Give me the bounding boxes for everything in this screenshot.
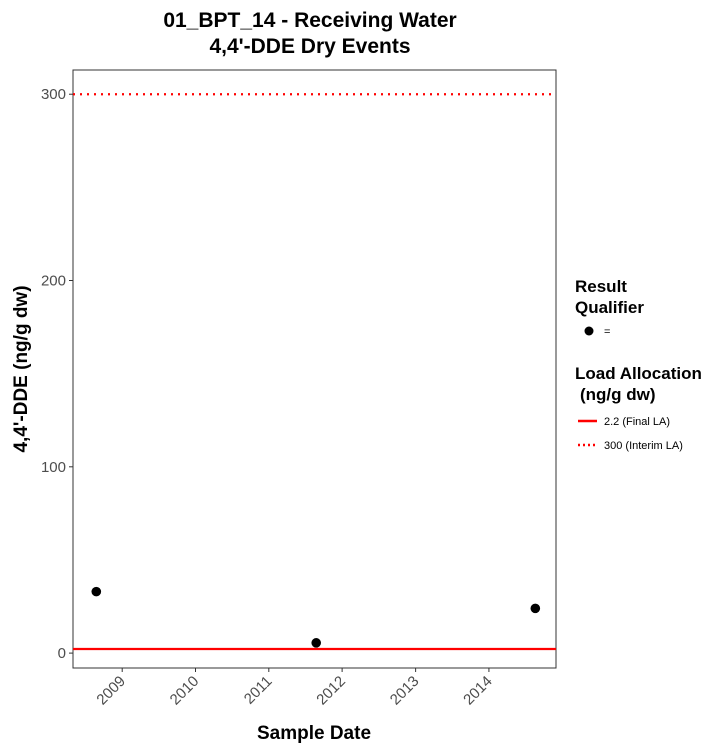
legend-allocation-title-1: Load Allocation	[575, 364, 702, 383]
chart-title-line-2: 4,4'-DDE Dry Events	[209, 35, 410, 58]
data-point-1	[91, 586, 102, 597]
x-tick-label: 2014	[460, 673, 496, 709]
data-point-2	[311, 638, 322, 648]
legend-point-label: =	[604, 326, 610, 338]
legend-point-key	[584, 326, 594, 336]
legend-qualifier-title-2: Qualifier	[575, 298, 644, 317]
legend-interim-la-label: 300 (Interim LA)	[604, 440, 683, 452]
x-tick-label: 2010	[167, 673, 203, 709]
data-points	[91, 586, 541, 648]
x-tick-label: 2009	[93, 673, 129, 709]
y-tick-label: 300	[41, 86, 66, 103]
data-point-3	[530, 603, 541, 614]
y-tick-label: 200	[41, 273, 66, 290]
y-tick-label: 100	[41, 459, 66, 476]
x-axis-title: Sample Date	[257, 723, 371, 744]
plot-panel	[72, 69, 557, 669]
y-tick-label: 0	[58, 645, 66, 662]
x-tick-label: 2013	[387, 673, 423, 709]
reference-lines	[73, 93, 556, 651]
legend-allocation-title-2: (ng/g dw)	[580, 385, 656, 404]
x-tick-label: 2012	[313, 673, 349, 709]
y-axis-ticks: 0 100 200 300	[41, 86, 73, 662]
x-axis-ticks: 2009 2010 2011 2012 2013 2014	[93, 668, 496, 709]
legend-final-la-label: 2.2 (Final LA)	[604, 416, 670, 428]
legend-qualifier-title-1: Result	[575, 277, 627, 296]
x-tick-label: 2011	[241, 673, 276, 708]
chart-title-line-1: 01_BPT_14 - Receiving Water	[163, 9, 456, 32]
legend: Result Qualifier = Load Allocation (ng/g…	[575, 277, 702, 452]
y-axis-title: 4,4'-DDE (ng/g dw)	[11, 285, 32, 452]
